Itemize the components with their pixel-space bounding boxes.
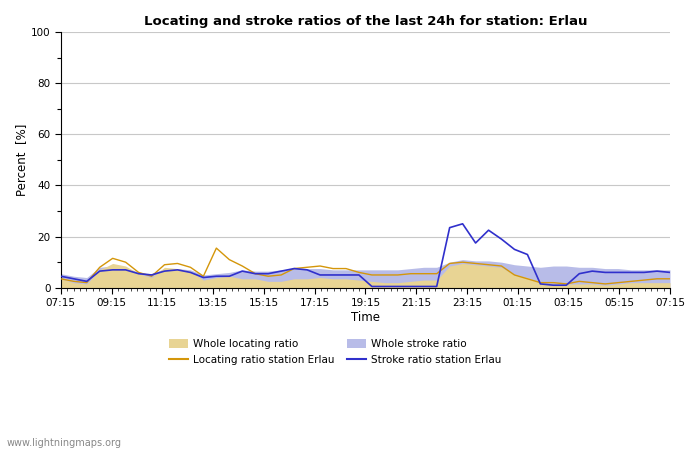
- Text: www.lightningmaps.org: www.lightningmaps.org: [7, 438, 122, 448]
- Legend: Whole locating ratio, Locating ratio station Erlau, Whole stroke ratio, Stroke r: Whole locating ratio, Locating ratio sta…: [169, 339, 501, 365]
- Title: Locating and stroke ratios of the last 24h for station: Erlau: Locating and stroke ratios of the last 2…: [144, 15, 587, 28]
- X-axis label: Time: Time: [351, 311, 380, 324]
- Y-axis label: Percent  [%]: Percent [%]: [15, 124, 28, 196]
